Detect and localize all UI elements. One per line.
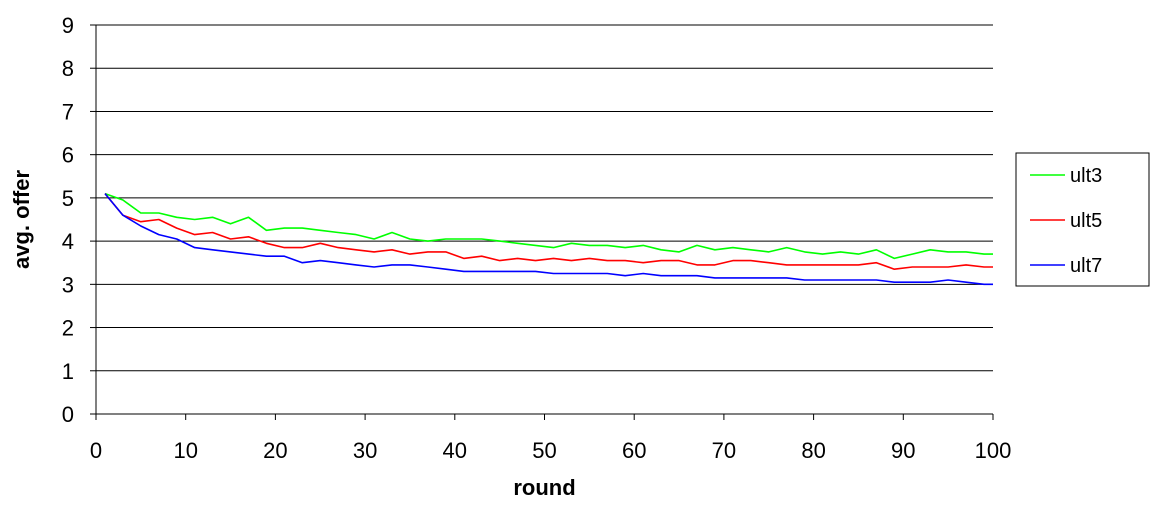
y-axis-ticks: 0 1 2 3 4 5 6 7 8 9 [62,13,96,427]
series-line-ult5 [104,193,993,271]
x-tick-label: 90 [891,438,915,463]
x-tick-label: 0 [90,438,102,463]
x-tick-label: 60 [622,438,646,463]
gridlines [96,24,993,372]
x-tick-label: 100 [975,438,1012,463]
plot-area [95,25,993,415]
y-tick-label: 4 [62,229,74,254]
y-axis-title: avg. offer [9,170,34,269]
legend-label: ult3 [1070,165,1102,187]
y-tick-label: 2 [62,316,74,341]
y-tick-label: 7 [62,99,74,124]
legend-label: ult5 [1070,210,1102,232]
legend: ult3 ult5 ult7 [1015,152,1150,287]
x-tick-label: 20 [263,438,287,463]
legend-label: ult7 [1070,255,1102,277]
y-tick-label: 9 [62,13,74,38]
y-tick-label: 3 [62,272,74,297]
y-tick-label: 5 [62,186,74,211]
x-tick-label: 80 [801,438,825,463]
series-line-ult3 [104,192,993,260]
x-axis-title: round [513,475,575,500]
x-tick-label: 10 [173,438,197,463]
y-tick-label: 1 [62,359,74,384]
x-tick-label: 30 [353,438,377,463]
x-tick-label: 50 [532,438,556,463]
y-tick-label: 0 [62,402,74,427]
series-lines [104,192,993,286]
y-tick-label: 8 [62,56,74,81]
x-tick-label: 40 [443,438,467,463]
series-line-ult7 [104,193,993,286]
x-axis-ticks: 0 10 20 30 40 50 60 70 80 90 100 [90,414,1011,463]
y-tick-label: 6 [62,143,74,168]
x-tick-label: 70 [712,438,736,463]
